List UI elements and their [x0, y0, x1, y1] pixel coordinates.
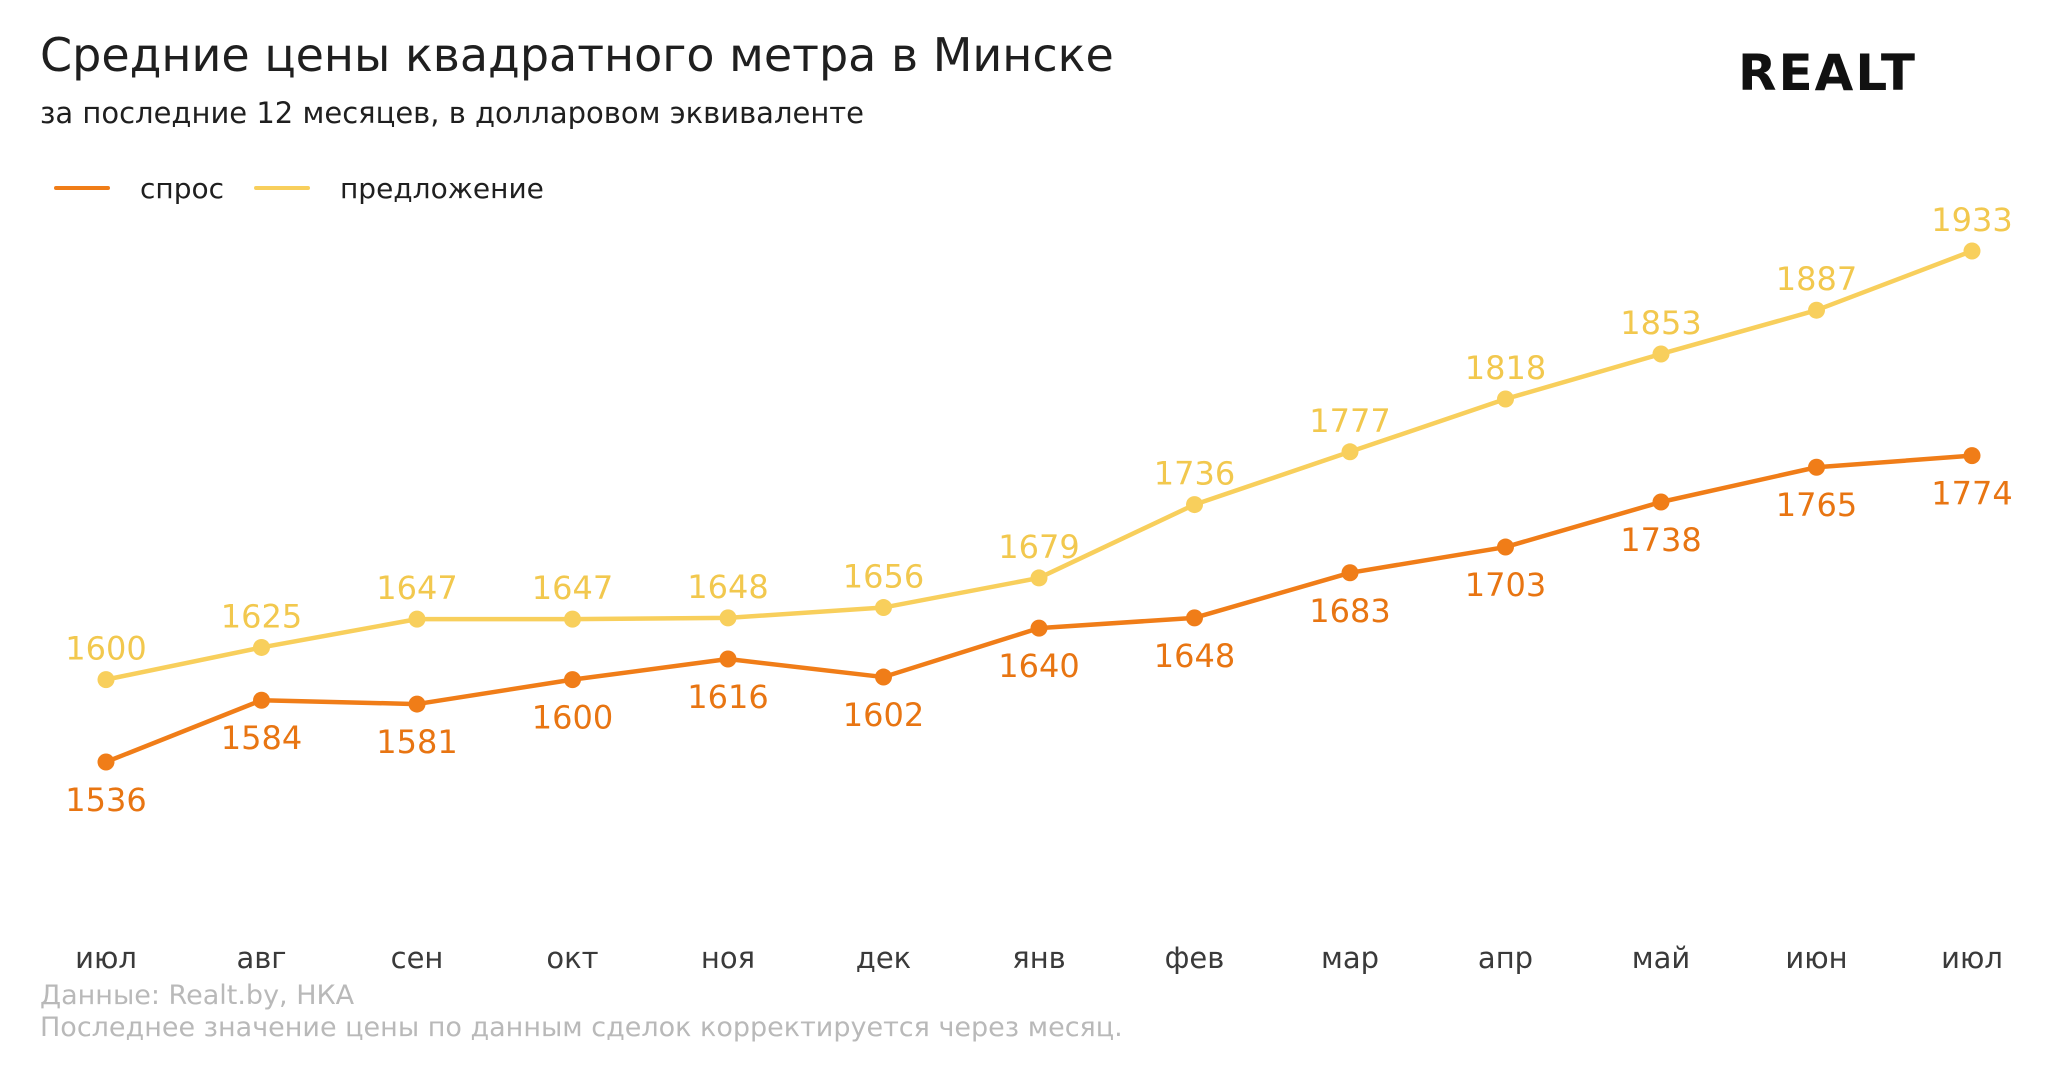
x-tick-label-7: фев	[1165, 941, 1225, 975]
x-tick-label-1: авг	[236, 941, 286, 975]
data-point-demand-0	[97, 753, 115, 771]
data-point-supply-5	[875, 599, 892, 617]
chart-legend: спрос предложение	[54, 170, 574, 206]
footnote-note: Последнее значение цены по данным сделок…	[40, 1012, 1123, 1043]
data-point-supply-4	[719, 609, 737, 627]
data-point-demand-10	[1652, 493, 1670, 511]
x-tick-label-2: сен	[391, 941, 444, 975]
data-label-demand-2: 1581	[376, 723, 457, 761]
chart-title: Средние цены квадратного метра в Минске	[40, 28, 1114, 82]
data-point-supply-6	[1030, 569, 1048, 587]
data-point-demand-7	[1186, 609, 1203, 627]
data-point-supply-7	[1186, 496, 1203, 514]
footnote: Данные: Realt.by, НКА Последнее значение…	[40, 980, 1123, 1044]
data-label-supply-10: 1853	[1620, 304, 1701, 342]
x-tick-label-9: апр	[1478, 941, 1533, 975]
data-label-supply-1: 1625	[221, 597, 302, 635]
legend-item-supply: предложение	[254, 172, 544, 205]
data-label-supply-12: 1933	[1931, 201, 2012, 239]
data-point-supply-10	[1652, 345, 1670, 363]
data-label-supply-7: 1736	[1154, 455, 1235, 493]
chart-subtitle: за последние 12 месяцев, в долларовом эк…	[40, 96, 865, 130]
legend-swatch-supply	[254, 186, 310, 190]
data-label-demand-7: 1648	[1154, 637, 1235, 675]
data-label-demand-9: 1703	[1465, 566, 1546, 604]
legend-swatch-demand	[54, 186, 110, 190]
data-point-demand-8	[1341, 564, 1359, 582]
legend-label-supply: предложение	[340, 171, 544, 205]
x-tick-label-11: июн	[1785, 941, 1847, 975]
data-point-demand-9	[1497, 538, 1514, 556]
data-label-supply-0: 1600	[65, 630, 146, 668]
data-point-supply-8	[1341, 443, 1359, 461]
data-label-supply-2: 1647	[376, 569, 457, 607]
x-tick-label-5: дек	[856, 941, 911, 975]
data-label-demand-8: 1683	[1309, 592, 1390, 630]
x-tick-label-3: окт	[546, 941, 598, 975]
x-tick-label-12: июл	[1941, 941, 2003, 975]
data-label-supply-4: 1648	[687, 568, 768, 606]
series-line-demand	[103, 453, 1975, 765]
data-label-demand-0: 1536	[65, 781, 146, 819]
data-label-demand-6: 1640	[998, 647, 1079, 685]
legend-item-demand: спрос	[54, 172, 224, 205]
x-tick-label-6: янв	[1012, 941, 1066, 975]
legend-label-demand: спрос	[140, 171, 224, 205]
data-label-supply-5: 1656	[843, 558, 924, 596]
data-label-demand-10: 1738	[1620, 521, 1701, 559]
data-point-supply-1	[253, 638, 270, 656]
data-point-demand-3	[564, 671, 581, 689]
data-label-supply-9: 1818	[1465, 349, 1546, 387]
data-label-supply-8: 1777	[1309, 402, 1390, 440]
data-point-supply-2	[408, 610, 426, 628]
x-tick-label-8: мар	[1321, 941, 1379, 975]
data-label-demand-4: 1616	[687, 678, 768, 716]
data-point-demand-4	[719, 650, 737, 668]
x-tick-label-0: июл	[75, 941, 137, 975]
data-point-supply-11	[1808, 301, 1825, 319]
data-label-demand-12: 1774	[1931, 475, 2012, 513]
data-label-supply-6: 1679	[998, 528, 1079, 566]
realt-logo: REALT	[1738, 44, 1918, 102]
x-tick-label-4: ноя	[701, 941, 755, 975]
data-label-supply-11: 1887	[1776, 260, 1857, 298]
data-point-supply-12	[1963, 242, 1981, 260]
data-point-demand-1	[253, 691, 270, 709]
data-label-demand-3: 1600	[532, 699, 613, 737]
data-point-supply-3	[564, 610, 581, 628]
data-point-demand-6	[1030, 619, 1048, 637]
data-point-demand-11	[1808, 458, 1825, 476]
footnote-source: Данные: Realt.by, НКА	[40, 980, 355, 1011]
data-label-demand-1: 1584	[221, 719, 302, 757]
data-point-demand-2	[408, 695, 426, 713]
data-label-supply-3: 1647	[532, 569, 613, 607]
data-point-demand-5	[875, 668, 892, 686]
data-point-demand-12	[1963, 447, 1981, 465]
x-tick-label-10: май	[1632, 941, 1691, 975]
data-point-supply-0	[97, 671, 115, 689]
data-point-supply-9	[1497, 390, 1514, 408]
data-label-demand-5: 1602	[843, 696, 924, 734]
data-label-demand-11: 1765	[1776, 486, 1857, 524]
